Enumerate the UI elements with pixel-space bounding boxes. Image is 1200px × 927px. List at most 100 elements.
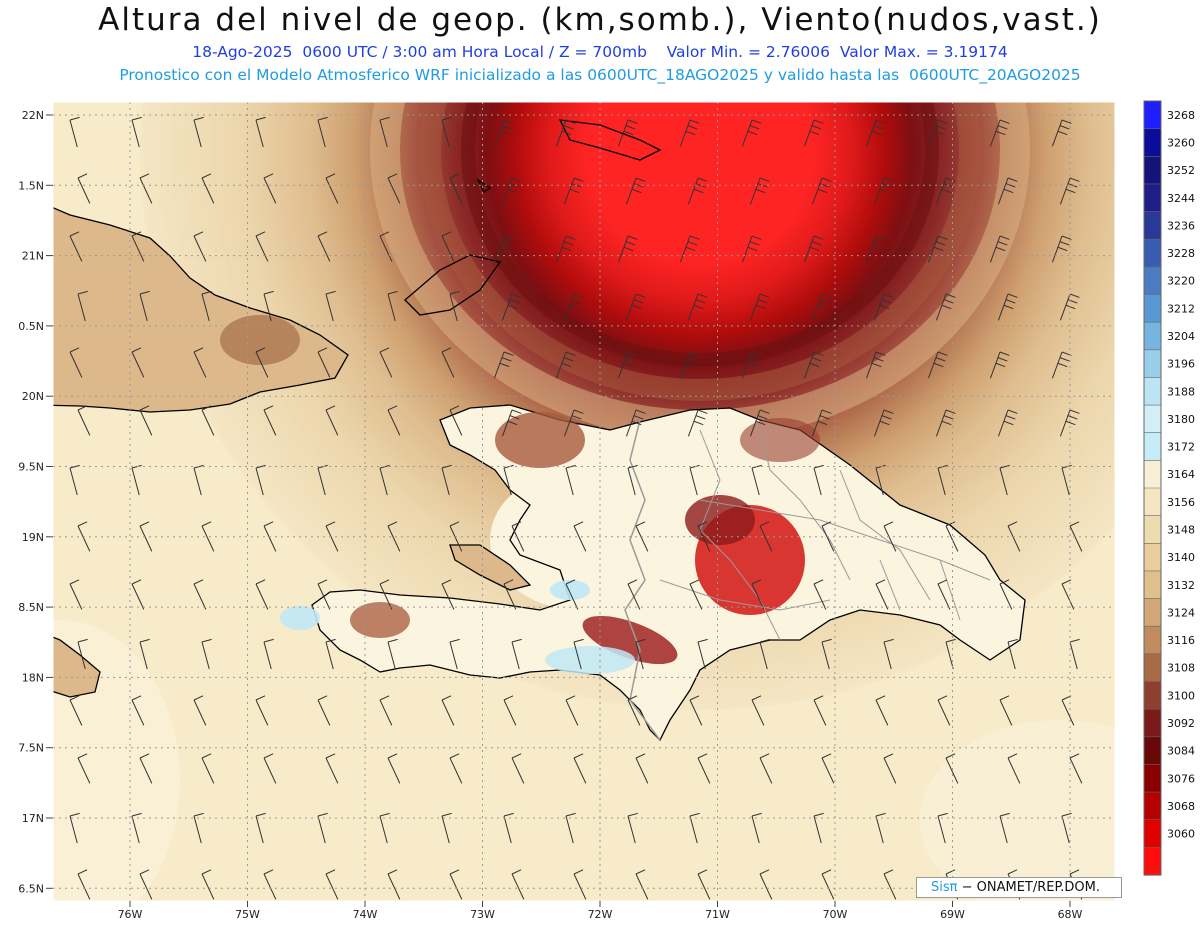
wind-barb xyxy=(193,579,207,610)
wind-barb xyxy=(387,521,401,552)
wind-barb xyxy=(865,119,886,147)
wind-barb xyxy=(131,116,142,148)
wind-barb xyxy=(1059,293,1080,321)
wind-barb xyxy=(935,293,956,321)
colorbar-swatch xyxy=(1144,681,1161,710)
wind-barb xyxy=(263,753,277,784)
wind-barb xyxy=(449,521,463,552)
colorbar-swatch xyxy=(1144,432,1161,461)
lon-label: 73W xyxy=(470,908,495,921)
colorbar: 3268 3260 3252 3244 3236 3228 3220 3212 3204 3196… xyxy=(1143,100,1195,876)
wind-barb xyxy=(511,638,522,670)
colorbar-label: 3140 xyxy=(1167,551,1195,564)
wind-barb xyxy=(317,695,331,726)
wind-barb xyxy=(255,116,266,148)
wind-barb xyxy=(563,293,584,321)
colorbar-label: 3180 xyxy=(1167,413,1195,426)
wind-barb xyxy=(441,116,452,148)
wind-barb xyxy=(813,579,827,610)
wind-barb xyxy=(883,638,894,670)
wind-barb xyxy=(999,695,1013,726)
wind-barb xyxy=(937,579,951,610)
wind-barb xyxy=(317,116,328,148)
wind-barb xyxy=(813,812,824,844)
colorbar-label: 3124 xyxy=(1167,606,1195,619)
wind-barb xyxy=(813,464,824,496)
wind-barb xyxy=(945,638,956,670)
wind-barb xyxy=(821,521,835,552)
wind-barb xyxy=(1007,521,1021,552)
wind-barb xyxy=(759,869,773,900)
wind-barb xyxy=(325,521,339,552)
colorbar-label: 3084 xyxy=(1167,745,1195,758)
wind-barb xyxy=(317,579,331,610)
lat-label: 22N xyxy=(22,109,44,122)
wind-barb xyxy=(493,351,514,379)
wind-barb xyxy=(555,351,576,379)
lon-label: 72W xyxy=(588,908,613,921)
colorbar-label: 3172 xyxy=(1167,441,1195,454)
wind-barb xyxy=(873,177,894,205)
colorbar-swatch xyxy=(1144,101,1161,130)
lat-label: 9.5N xyxy=(18,461,44,474)
wind-barb xyxy=(201,405,215,436)
colorbar-swatch xyxy=(1144,598,1161,627)
wind-barb xyxy=(379,116,390,148)
lat-label: 0.5N xyxy=(18,320,44,333)
wind-barb xyxy=(997,293,1018,321)
wind-barb xyxy=(201,869,215,900)
wind-barb xyxy=(511,521,525,552)
wind-barb xyxy=(441,812,452,844)
wind-barb xyxy=(749,293,770,321)
wind-barb xyxy=(503,464,514,496)
wind-barb xyxy=(77,638,88,670)
wind-barb xyxy=(449,173,463,204)
wind-barb xyxy=(379,695,393,726)
colorbar-label: 3212 xyxy=(1167,302,1195,315)
wind-barb xyxy=(1051,119,1072,147)
wind-barb xyxy=(563,409,584,437)
wind-barb xyxy=(679,119,700,147)
wind-barb xyxy=(883,521,897,552)
wind-barb xyxy=(565,579,579,610)
wind-barb xyxy=(573,638,584,670)
wind-barb xyxy=(875,812,886,844)
colorbar-label: 3228 xyxy=(1167,247,1195,260)
wind-barb xyxy=(1059,177,1080,205)
wind-barb xyxy=(627,812,638,844)
wind-barb xyxy=(263,521,277,552)
wind-barb xyxy=(697,869,711,900)
wind-barb xyxy=(511,869,525,900)
wind-barb xyxy=(811,293,832,321)
wind-barb xyxy=(449,869,463,900)
colorbar-label: 3236 xyxy=(1167,219,1195,232)
wind-barb xyxy=(679,351,700,379)
wind-barb xyxy=(875,579,889,610)
colorbar-swatch xyxy=(1144,792,1161,821)
bahamas-islands xyxy=(404,119,662,316)
wind-barb xyxy=(325,405,339,436)
wind-barb xyxy=(441,695,455,726)
wind-barb xyxy=(1061,812,1072,844)
wind-barb xyxy=(565,695,579,726)
colorbar-label: 3220 xyxy=(1167,275,1195,288)
wind-barb xyxy=(687,293,708,321)
wind-barb xyxy=(821,753,835,784)
colorbar-swatch xyxy=(1144,322,1161,351)
latitude-labels: 22N 1.5N 21N 0.5N 20N 9.5N 19N 8.5N 18N 7.5N 17N 6.… xyxy=(18,109,53,895)
wind-barb xyxy=(193,695,207,726)
wind-barb xyxy=(935,409,956,437)
wind-barb xyxy=(131,579,145,610)
colorbar-swatch xyxy=(1144,239,1161,268)
jamaica-land xyxy=(53,636,101,698)
lat-label: 19N xyxy=(22,531,44,544)
wind-barb xyxy=(555,235,576,263)
wind-barb xyxy=(821,869,835,900)
wind-barb xyxy=(501,177,522,205)
wind-barb xyxy=(493,119,514,147)
colorbar-label: 3164 xyxy=(1167,468,1195,481)
wind-barb xyxy=(379,812,390,844)
lat-label: 7.5N xyxy=(18,742,44,755)
lat-lon-grid xyxy=(53,102,1115,901)
